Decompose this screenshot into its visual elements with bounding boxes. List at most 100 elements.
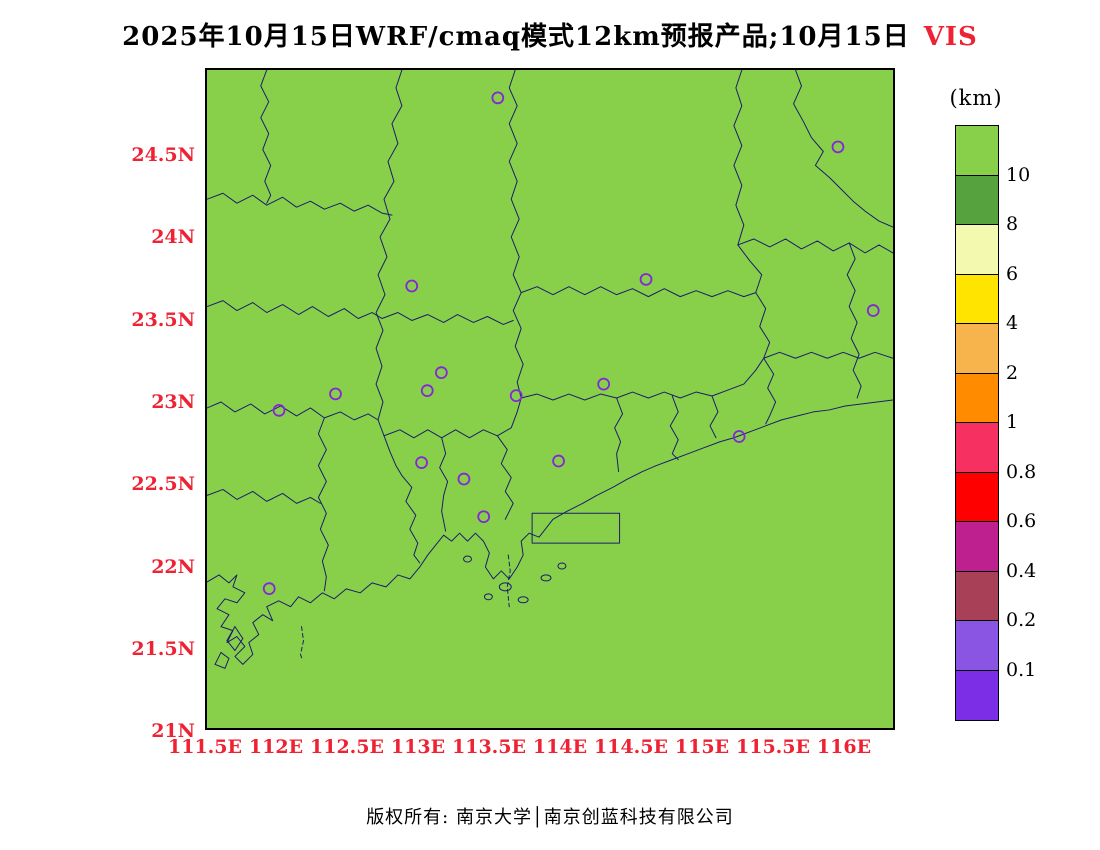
island [517, 596, 529, 604]
island [463, 555, 472, 563]
boundary-line [520, 357, 765, 401]
city-marker [457, 472, 471, 486]
colorbar-segment [956, 225, 998, 275]
boundary-line [793, 70, 893, 228]
city-marker [552, 454, 565, 468]
y-tick-label: 24N [151, 226, 195, 249]
colorbar-segment [956, 621, 998, 671]
city-marker [434, 366, 448, 380]
boundary-line [375, 70, 403, 477]
y-tick-label: 22N [151, 555, 195, 578]
island [214, 651, 230, 670]
copyright-text: 版权所有: 南京大学│南京创蓝科技有限公司 [366, 807, 734, 828]
boundary-line [846, 242, 862, 399]
boundary-line [207, 300, 383, 319]
x-tick-label: 112.5E [310, 736, 384, 758]
coastline [207, 399, 893, 665]
boundary-line [733, 70, 775, 375]
colorbar-title: (km) [949, 86, 1003, 110]
colorbar-segment [956, 472, 998, 522]
boundary-line [260, 70, 272, 204]
city-marker [262, 582, 276, 596]
y-tick-label: 24.5N [131, 144, 195, 166]
colorbar-segment [956, 175, 998, 225]
x-tick-label: 111.5E [168, 736, 242, 758]
boundary-line [383, 397, 522, 439]
boundary-line [401, 475, 421, 564]
colorbar-segment [956, 423, 998, 473]
city-marker [509, 389, 523, 402]
city-marker [491, 91, 505, 105]
colorbar-tick-label: 2 [1006, 361, 1019, 384]
hongkong-region-box [531, 512, 621, 544]
colorbar-tick-label: 8 [1006, 213, 1019, 235]
x-tick-label: 115.5E [736, 736, 810, 758]
colorbar-segment [956, 571, 998, 621]
island [483, 593, 493, 601]
x-tick-label: 113.5E [452, 736, 526, 758]
boundary-line [765, 373, 777, 425]
dashed-boundary [506, 554, 511, 608]
city-marker [415, 456, 428, 469]
colorbar-tick-label: 0.8 [1006, 460, 1037, 483]
figure-title: 2025年10月15日WRF/cmaq模式12km预报产品;10月15日 VIS [0, 16, 1100, 53]
boundary-line [439, 437, 449, 532]
boundary-line [763, 351, 893, 359]
boundary-line [317, 417, 329, 592]
boundary-line [737, 238, 893, 254]
map-svg [207, 70, 893, 670]
colorbar-tick-label: 4 [1006, 312, 1019, 334]
city-marker [732, 430, 746, 443]
colorbar-tick-label: 6 [1006, 262, 1019, 285]
dashed-boundary [300, 626, 304, 661]
city-marker [272, 403, 286, 417]
colorbar-segment [956, 522, 998, 572]
boundary-line [381, 312, 514, 325]
x-tick-label: 113E [390, 736, 446, 758]
boundary-line [709, 395, 719, 439]
colorbar-tick-label: 0.6 [1006, 510, 1037, 532]
colorbar-tick-label: 10 [1006, 163, 1031, 186]
colorbar-tick-label: 0.2 [1006, 609, 1037, 631]
city-markers [262, 91, 880, 596]
colorbar-segment [956, 126, 998, 176]
city-marker [477, 510, 491, 524]
city-marker [405, 279, 419, 293]
city-marker [420, 384, 434, 398]
x-tick-label: 114.5E [594, 736, 668, 758]
x-tick-label: 115E [674, 736, 730, 758]
city-marker [639, 273, 653, 286]
y-tick-label: 23N [151, 390, 195, 413]
boundary-line [520, 286, 757, 298]
y-tick-label: 22.5N [131, 473, 195, 496]
colorbar-tick-label: 0.4 [1006, 559, 1037, 582]
city-marker [597, 377, 611, 391]
island [557, 562, 567, 570]
boundary-line [496, 435, 514, 520]
figure-title-text: 2025年10月15日WRF/cmaq模式12km预报产品;10月15日 [122, 22, 910, 52]
island [226, 625, 244, 652]
city-marker [831, 140, 845, 154]
boundary-line [207, 488, 321, 504]
island [540, 574, 552, 582]
x-tick-label: 112E [248, 736, 304, 758]
figure-title-variable: VIS [923, 22, 978, 52]
map-plot [205, 68, 895, 730]
colorbar-segment [956, 670, 998, 720]
x-tick-label: 114E [532, 736, 588, 758]
colorbar-tick-label: 1 [1006, 411, 1019, 433]
colorbar-tick-label: 0.1 [1006, 658, 1037, 681]
colorbar [955, 125, 999, 721]
y-tick-label: 21N [151, 720, 195, 743]
city-marker [866, 304, 880, 317]
boundary-line [207, 192, 393, 216]
colorbar-segment [956, 274, 998, 324]
boundary-line [207, 401, 379, 421]
boundary-line [508, 70, 524, 399]
y-tick-label: 23.5N [131, 308, 195, 331]
colorbar-segment [956, 373, 998, 423]
city-marker [329, 387, 342, 401]
colorbar-segment [956, 324, 998, 374]
x-tick-label: 116E [816, 736, 872, 758]
boundary-line [669, 395, 679, 461]
